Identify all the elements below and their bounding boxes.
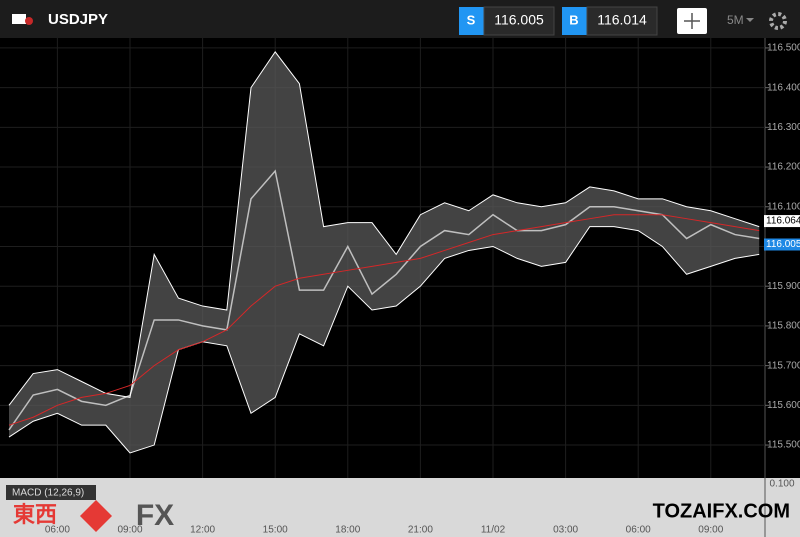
x-tick-label: 06:00 bbox=[626, 525, 651, 536]
y-tick-label: 116.200 bbox=[767, 162, 800, 173]
macd-label: MACD (12,26,9) bbox=[12, 488, 84, 499]
buy-label: B bbox=[569, 12, 578, 27]
price-tag bbox=[764, 238, 800, 251]
series-line bbox=[8, 169, 760, 431]
y-tick-label: 115.500 bbox=[767, 440, 800, 451]
buy-button[interactable] bbox=[562, 7, 587, 35]
macd-label-box bbox=[6, 485, 96, 500]
series-line bbox=[8, 214, 760, 426]
y-tick-label: 116.100 bbox=[767, 201, 800, 212]
x-tick-label: 18:00 bbox=[335, 525, 360, 536]
x-tick-label: 11/02 bbox=[481, 525, 506, 536]
price-tag bbox=[764, 215, 800, 228]
header-bar bbox=[0, 0, 800, 38]
sell-price-box[interactable] bbox=[483, 6, 555, 36]
buy-price: 116.014 bbox=[597, 12, 647, 28]
interval[interactable]: 5M bbox=[727, 13, 744, 27]
y-tick-label: 115.900 bbox=[767, 281, 800, 292]
sell-price: 116.005 bbox=[494, 12, 544, 28]
macd-tick: 0.100 bbox=[769, 479, 794, 490]
plot: 115.500 115.600 115.700 115.800 115.900 116.0… bbox=[0, 38, 800, 478]
x-tick-label: 15:00 bbox=[263, 525, 288, 536]
flag bbox=[25, 17, 33, 25]
interval-caret bbox=[746, 18, 754, 22]
watermark-right: TOZAIFX.COM bbox=[653, 500, 790, 522]
flag bbox=[12, 14, 26, 24]
x-tick-label: 09:00 bbox=[117, 525, 142, 536]
y-tick-label: 116.500 bbox=[767, 43, 800, 54]
series-line bbox=[8, 51, 760, 406]
x-tick-label: 06:00 bbox=[45, 525, 70, 536]
band-fill bbox=[9, 51, 760, 453]
price-tag-label: 116.064 bbox=[766, 216, 800, 227]
sell-button[interactable] bbox=[459, 7, 484, 35]
y-axis-area bbox=[765, 38, 800, 478]
buy-price-box[interactable] bbox=[586, 6, 658, 36]
x-tick-label: 12:00 bbox=[190, 525, 215, 536]
settings-icon[interactable] bbox=[769, 12, 787, 30]
logo-diamond bbox=[80, 500, 112, 532]
watermark-left: 東西 bbox=[13, 502, 57, 527]
x-tick-label: 21:00 bbox=[408, 525, 433, 536]
y-tick-label: 115.800 bbox=[767, 321, 800, 332]
y-tick-label: 115.700 bbox=[767, 360, 800, 371]
series-line bbox=[8, 226, 760, 454]
y-tick-label: 116.400 bbox=[767, 82, 800, 93]
watermark-fx: FX bbox=[136, 499, 174, 532]
price-tag-label: 116.005 bbox=[766, 239, 800, 250]
y-tick-label: 115.600 bbox=[767, 400, 800, 411]
x-tick-label: 09:00 bbox=[698, 525, 723, 536]
crosshair-icon bbox=[684, 13, 700, 29]
macd-panel bbox=[0, 478, 800, 537]
y-tick-label: 116.300 bbox=[767, 122, 800, 133]
x-tick-label: 03:00 bbox=[553, 525, 578, 536]
sell-label: S bbox=[467, 12, 476, 27]
symbol: USDJPY bbox=[48, 11, 108, 28]
